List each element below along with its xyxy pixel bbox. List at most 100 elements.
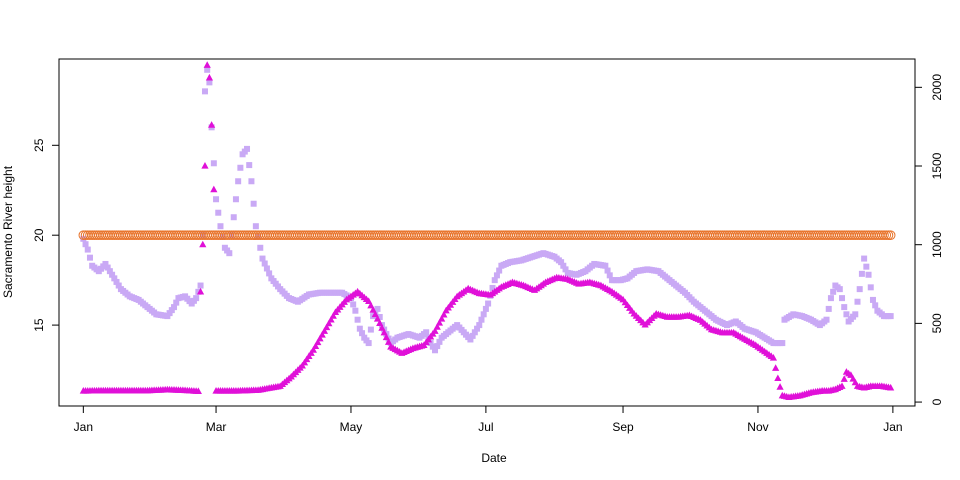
x-tick-label: Jan <box>883 420 902 434</box>
triangle-point <box>365 297 373 304</box>
square-point <box>496 267 503 274</box>
square-point <box>244 145 251 152</box>
square-point <box>474 325 481 332</box>
triangle-point <box>776 383 784 390</box>
square-point <box>252 223 259 230</box>
square-point <box>485 300 492 307</box>
x-tick-label: Jan <box>74 420 93 434</box>
y-right-tick-label: 1000 <box>930 231 944 258</box>
series-triangle <box>79 61 895 400</box>
y-right-tick-label: 1500 <box>930 152 944 179</box>
series-layer <box>78 61 896 400</box>
square-point <box>111 275 118 282</box>
y-left-tick-label: 15 <box>32 318 46 332</box>
triangle-point <box>438 314 446 322</box>
square-point <box>562 266 569 273</box>
square-point <box>102 260 109 267</box>
square-point <box>359 330 366 337</box>
triangle-point <box>327 315 335 323</box>
square-point <box>434 343 441 350</box>
triangle-point <box>772 364 780 371</box>
square-point <box>478 316 485 323</box>
square-point <box>84 246 91 253</box>
circle-point <box>879 230 889 240</box>
square-point <box>261 260 268 267</box>
y-right-tick-label: 2000 <box>930 74 944 101</box>
square-point <box>352 307 359 314</box>
square-point <box>830 288 837 295</box>
triangle-point <box>769 354 778 361</box>
triangle-point <box>320 327 329 334</box>
triangle-point <box>435 319 444 326</box>
square-point <box>867 284 874 291</box>
series-circle-open <box>78 230 896 240</box>
triangle-point <box>205 73 214 81</box>
triangle-point <box>210 185 218 193</box>
square-point <box>604 267 611 274</box>
triangle-point <box>887 383 895 391</box>
y-right-tick-label: 500 <box>930 313 944 333</box>
y-axis-left: 15 20 25 <box>32 138 60 332</box>
square-point <box>86 254 93 261</box>
triangle-point <box>371 310 379 318</box>
triangle-point <box>314 338 322 346</box>
x-axis: Jan Mar May Jul Sep Nov Jan <box>74 405 903 434</box>
y-axis-right: 0 500 1000 1500 2000 <box>914 74 944 405</box>
triangle-point <box>431 327 439 334</box>
triangle-point <box>369 306 377 313</box>
triangle-point <box>203 61 211 68</box>
triangle-point <box>323 323 331 331</box>
square-point <box>854 298 861 305</box>
triangle-point <box>201 162 209 169</box>
square-point <box>106 268 113 275</box>
triangle-point <box>774 374 782 382</box>
triangle-point <box>378 324 386 331</box>
square-point <box>367 326 374 333</box>
square-point <box>856 286 863 293</box>
square-point <box>215 209 222 216</box>
square-point <box>606 272 613 279</box>
square-point <box>827 295 834 302</box>
x-tick-label: Mar <box>206 420 227 434</box>
square-point <box>887 313 894 320</box>
x-tick-label: Sep <box>612 420 634 434</box>
square-point <box>558 259 565 266</box>
square-point <box>823 316 830 323</box>
square-point <box>248 178 255 185</box>
square-point <box>213 196 220 203</box>
triangle-point <box>440 310 448 318</box>
circle-point <box>883 230 894 240</box>
triangle-point <box>199 240 207 248</box>
square-point <box>210 160 217 167</box>
square-point <box>861 255 868 262</box>
square-point <box>250 200 257 207</box>
x-axis-title: Date <box>481 451 507 465</box>
square-point <box>206 79 213 86</box>
square-point <box>113 278 120 285</box>
square-point <box>852 311 859 318</box>
square-point <box>171 304 178 311</box>
square-point <box>491 277 498 284</box>
y-axis-title: Sacramento River height <box>1 165 15 298</box>
square-point <box>257 244 264 251</box>
triangle-point <box>194 387 202 394</box>
square-point <box>493 272 500 279</box>
square-point <box>427 340 434 347</box>
square-point <box>266 270 273 277</box>
triangle-point <box>208 121 216 128</box>
square-point <box>872 302 879 309</box>
square-point <box>469 332 476 339</box>
square-point <box>217 223 224 230</box>
square-point <box>109 271 116 278</box>
triangle-point <box>380 328 388 336</box>
square-point <box>376 314 383 320</box>
square-point <box>197 282 204 289</box>
square-point <box>230 214 237 221</box>
square-point <box>82 241 89 248</box>
square-point <box>836 286 843 293</box>
square-point <box>480 311 487 318</box>
x-tick-label: May <box>340 420 363 434</box>
square-point <box>354 316 361 323</box>
square-point <box>259 255 266 262</box>
